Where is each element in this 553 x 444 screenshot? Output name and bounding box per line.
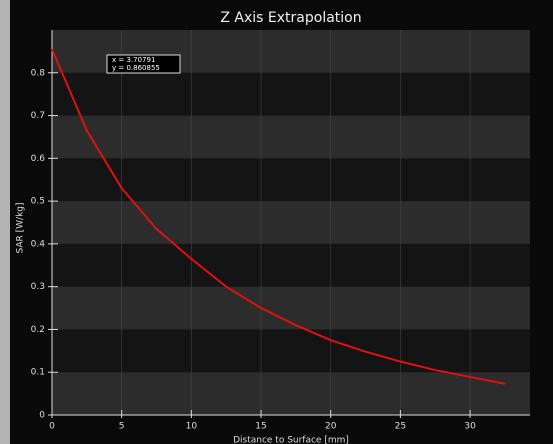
- x-tick-label: 15: [255, 422, 266, 432]
- y-tick-label: 0.8: [31, 68, 46, 78]
- x-tick-label: 25: [395, 422, 406, 432]
- curve: [51, 48, 506, 385]
- x-axis-label: Distance to Surface [mm]: [233, 436, 349, 444]
- band: [52, 115, 530, 159]
- x-tick-label: 20: [325, 422, 337, 432]
- y-tick-label: 0.2: [31, 325, 45, 335]
- annotation-box: [106, 54, 181, 74]
- y-tick-label: 0.3: [31, 282, 45, 292]
- y-axis-label: SAR [W/kg]: [16, 202, 26, 253]
- y-tick-label: 0.1: [31, 368, 45, 378]
- annotation-text: x = 3.70791: [112, 56, 155, 64]
- band: [52, 372, 530, 415]
- y-tick-label: 0: [39, 411, 45, 421]
- annotation-text: y = 0.860855: [112, 64, 160, 72]
- side-strip: [0, 0, 10, 444]
- chart-title: Z Axis Extrapolation: [220, 10, 361, 26]
- y-tick-label: 0.6: [31, 154, 46, 164]
- x-tick-label: 0: [49, 422, 55, 432]
- y-tick-label: 0.5: [31, 197, 45, 207]
- band: [52, 201, 530, 244]
- y-tick-label: 0.7: [31, 111, 45, 121]
- y-tick-label: 0.4: [31, 239, 46, 249]
- x-tick-label: 5: [119, 422, 125, 432]
- x-tick-label: 10: [186, 422, 198, 432]
- x-tick-label: 30: [464, 422, 476, 432]
